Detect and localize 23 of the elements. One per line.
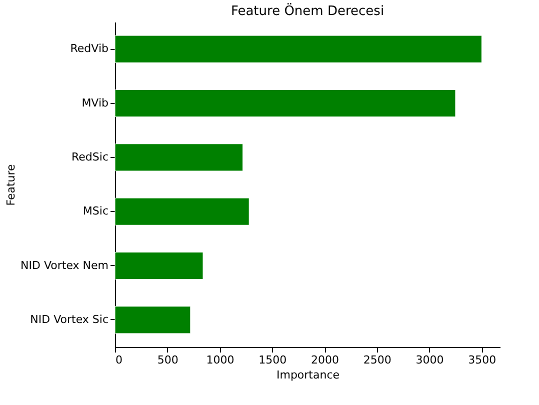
bar: [114, 198, 250, 226]
x-tick-label: 2500: [363, 354, 392, 366]
bar: [114, 89, 456, 118]
bar: [114, 252, 204, 280]
x-axis-title: Importance: [276, 368, 340, 382]
y-axis-title: Feature: [4, 164, 18, 206]
bar: [114, 144, 244, 172]
x-tick-label: 3000: [416, 354, 444, 366]
y-tick-label: MVib: [82, 96, 109, 110]
y-tick-label: RedSic: [72, 150, 108, 164]
y-tick-label: MSic: [82, 204, 108, 218]
bar: [114, 35, 482, 63]
x-tick-label: 3500: [468, 354, 496, 366]
y-tick-label: NID Vortex Nem: [20, 258, 108, 272]
chart-title: Feature Önem Derecesi: [230, 3, 384, 19]
y-tick-label: RedVib: [70, 42, 109, 56]
bar: [114, 306, 191, 334]
x-tick-label: 0: [116, 354, 122, 366]
y-tick-label: NID Vortex Sic: [30, 312, 108, 326]
x-tick-label: 1000: [206, 354, 234, 366]
x-tick-label: 2000: [311, 354, 340, 366]
x-tick-label: 1500: [258, 354, 287, 366]
x-tick-label: 500: [157, 354, 178, 366]
